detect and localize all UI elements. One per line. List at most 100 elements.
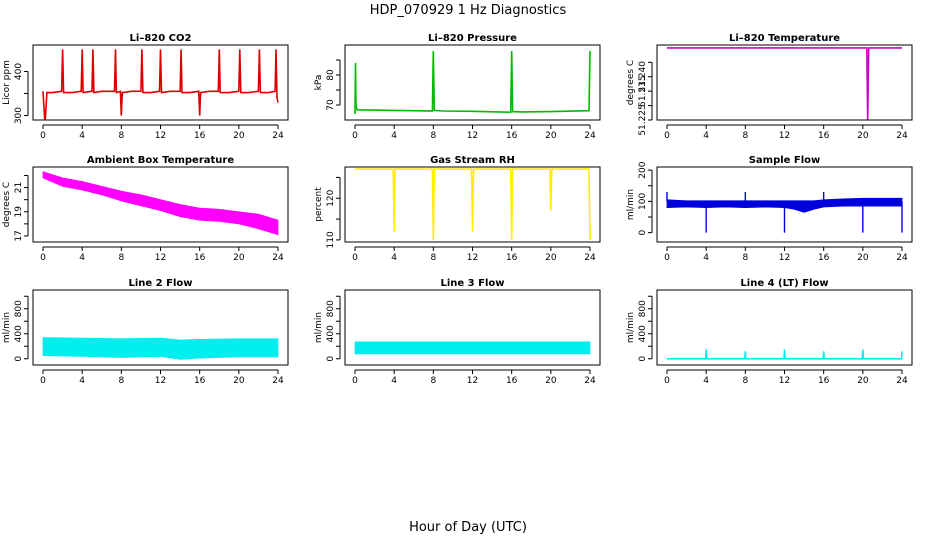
y-tick-label: 300: [14, 107, 24, 124]
plot-frame: [344, 166, 601, 243]
x-tick-label: 20: [233, 253, 245, 263]
plot-frame: [32, 44, 289, 121]
y-tick-label: 0: [638, 356, 648, 362]
x-tick-label: 16: [818, 376, 830, 386]
y-tick-label: 800: [14, 300, 24, 317]
y-tick-label: 51.240: [638, 61, 648, 93]
x-tick-label: 0: [40, 131, 46, 141]
x-tick-label: 12: [467, 131, 478, 141]
x-tick-label: 8: [742, 376, 748, 386]
plot-frame: [32, 289, 289, 366]
x-tick-label: 12: [155, 253, 166, 263]
panel-title: Line 3 Flow: [441, 278, 505, 289]
x-tick-label: 24: [584, 253, 596, 263]
x-tick-label: 12: [779, 376, 790, 386]
y-tick-label: 0: [638, 229, 648, 235]
series-line-1: [42, 49, 279, 120]
x-tick-label: 24: [272, 376, 284, 386]
y-axis-label: ml/min: [2, 312, 12, 343]
y-tick-label: 200: [638, 161, 648, 178]
series-group: [355, 168, 591, 240]
plot-frame: [656, 289, 913, 366]
series-band-1: [42, 171, 279, 236]
y-axis-label: ml/min: [626, 312, 636, 343]
panel-title: Line 2 Flow: [129, 278, 193, 289]
x-tick-label: 4: [391, 376, 397, 386]
x-tick-label: 0: [664, 131, 670, 141]
x-tick-label: 8: [430, 131, 436, 141]
y-axis-label: degrees C: [626, 60, 636, 105]
x-tick-label: 24: [584, 131, 596, 141]
x-tick-label: 4: [79, 131, 85, 141]
panel-title: Li–820 Temperature: [729, 33, 840, 44]
x-tick-label: 8: [742, 131, 748, 141]
x-tick-label: 24: [896, 131, 908, 141]
x-tick-label: 20: [857, 376, 869, 386]
x-tick-label: 4: [391, 253, 397, 263]
series-group: [666, 192, 903, 233]
x-tick-label: 24: [896, 253, 908, 263]
series-group: [667, 47, 902, 120]
series-line-1: [354, 50, 591, 115]
x-tick-label: 16: [194, 253, 206, 263]
series-group: [42, 337, 279, 360]
y-axis-label: ml/min: [314, 312, 324, 343]
x-tick-label: 0: [352, 376, 358, 386]
series-line-1: [667, 47, 902, 120]
y-tick-label: 400: [638, 325, 648, 342]
page-title: HDP_070929 1 Hz Diagnostics: [370, 3, 567, 18]
x-tick-label: 20: [233, 376, 245, 386]
x-tick-label: 24: [272, 131, 284, 141]
series-line-1: [667, 349, 903, 360]
x-tick-label: 12: [467, 376, 478, 386]
x-tick-label: 8: [742, 253, 748, 263]
y-tick-label: 17: [14, 230, 24, 241]
x-tick-label: 20: [857, 131, 869, 141]
x-tick-label: 8: [430, 253, 436, 263]
plot-frame: [344, 289, 601, 366]
y-tick-label: 400: [14, 325, 24, 342]
x-tick-label: 4: [703, 131, 709, 141]
y-axis-label: kPa: [314, 75, 324, 91]
series-band-1: [42, 337, 279, 360]
x-tick-label: 16: [506, 253, 518, 263]
x-tick-label: 24: [272, 253, 284, 263]
plot-frame: [656, 44, 913, 121]
x-tick-label: 12: [779, 253, 790, 263]
series-group: [42, 171, 279, 236]
chart-panel-6: Sample Flow ml/min 0 4 8 12 16 20 24 0 100 200: [626, 155, 913, 263]
chart-panel-1: Li–820 CO2 Licor ppm 0 4 8 12 16 20 24 300 400: [2, 33, 289, 141]
x-tick-label: 0: [40, 376, 46, 386]
series-line-1: [355, 168, 591, 240]
x-tick-label: 24: [896, 376, 908, 386]
x-tick-label: 20: [545, 376, 557, 386]
x-tick-label: 24: [584, 376, 596, 386]
series-group: [667, 349, 903, 360]
x-tick-label: 8: [118, 376, 124, 386]
panel-title: Gas Stream RH: [430, 155, 515, 166]
y-axis-label: degrees C: [2, 182, 12, 227]
x-tick-label: 16: [818, 253, 830, 263]
y-tick-label: 51.225: [638, 104, 648, 136]
chart-panel-2: Li–820 Pressure kPa 0 4 8 12 16 20 24 70 80: [314, 33, 601, 141]
chart-panel-3: Li–820 Temperature degrees C 0 4 8 12 16 20 24 51…: [626, 33, 913, 141]
panel-title: Sample Flow: [749, 155, 821, 166]
y-tick-label: 400: [14, 63, 24, 80]
y-tick-label: 0: [326, 356, 336, 362]
x-tick-label: 12: [779, 131, 790, 141]
x-tick-label: 12: [155, 131, 166, 141]
x-tick-label: 16: [506, 376, 518, 386]
x-tick-label: 20: [545, 253, 557, 263]
panel-title: Line 4 (LT) Flow: [740, 278, 828, 289]
plot-frame: [32, 166, 289, 243]
y-axis-label: percent: [314, 187, 324, 222]
x-tick-label: 8: [118, 253, 124, 263]
panel-title: Li–820 Pressure: [428, 33, 517, 44]
chart-panel-4: Ambient Box Temperature degrees C 0 4 8 12 16 2…: [2, 155, 289, 263]
plot-frame: [344, 44, 601, 121]
y-tick-label: 800: [326, 300, 336, 317]
x-tick-label: 4: [79, 253, 85, 263]
x-tick-label: 12: [467, 253, 478, 263]
